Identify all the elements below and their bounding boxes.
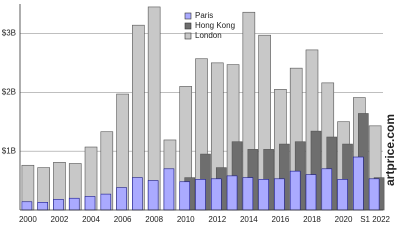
bar: [258, 179, 269, 211]
bar: [132, 177, 143, 211]
legend-label: Paris: [195, 11, 213, 20]
chart: artprice.com $1B $2B $3B 2000 2002 2004 2006 20…: [2, 4, 397, 224]
legend-label: Hong Kong: [195, 21, 235, 30]
bar: [368, 178, 380, 211]
x-tick-label: 2002: [51, 215, 69, 224]
x-tick-label: 2020: [335, 215, 353, 224]
bar: [337, 179, 348, 211]
bar: [179, 181, 191, 211]
x-tick-label: 2014: [240, 215, 258, 224]
bar: [53, 199, 64, 211]
y-tick-label: $2B: [2, 87, 16, 96]
legend-swatch: [184, 32, 192, 40]
bar: [242, 177, 254, 211]
bar: [21, 201, 33, 211]
bar: [210, 178, 222, 211]
x-tick-label: 2012: [208, 215, 226, 224]
bar: [84, 196, 96, 211]
y-tick-label: $1B: [2, 146, 16, 155]
bar: [100, 193, 112, 211]
legend-swatch: [184, 12, 192, 20]
bar: [147, 180, 159, 211]
bar: [163, 168, 175, 211]
x-tick-label: 2000: [19, 215, 37, 224]
bar: [147, 6, 161, 211]
x-tick-label: 2016: [272, 215, 290, 224]
bar: [68, 197, 80, 211]
bar: [274, 178, 285, 211]
bar: [195, 179, 206, 211]
bar: [116, 187, 127, 211]
bar: [305, 174, 317, 211]
legend-label: London: [195, 31, 222, 40]
x-tick-label: 2004: [82, 215, 100, 224]
bar: [289, 170, 301, 211]
x-tick-label: S1 2022: [360, 215, 390, 224]
watermark: artprice.com: [383, 114, 397, 186]
x-tick-label: 2006: [114, 215, 132, 224]
bar: [321, 168, 333, 211]
bar: [226, 175, 238, 211]
x-tick-label: 2010: [177, 215, 195, 224]
x-tick-label: 2018: [303, 215, 321, 224]
y-tick-label: $3B: [2, 29, 16, 38]
legend-swatch: [184, 22, 192, 30]
bar: [37, 202, 48, 211]
bar: [353, 156, 364, 211]
x-tick-label: 2008: [145, 215, 163, 224]
